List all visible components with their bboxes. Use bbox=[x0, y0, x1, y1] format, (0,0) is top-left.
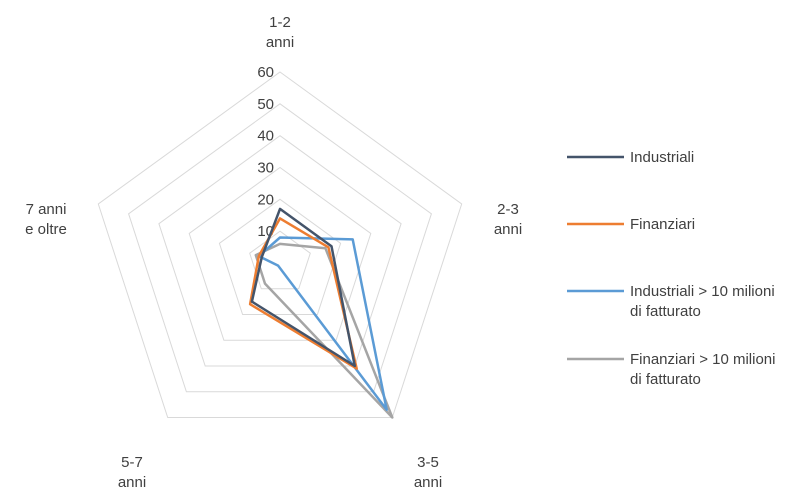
legend-label-3: Finanziari > 10 milioni di fatturato bbox=[630, 351, 775, 388]
tick-label: 20 bbox=[257, 191, 274, 208]
series-line-1 bbox=[248, 217, 358, 370]
series-line-2 bbox=[257, 236, 388, 412]
legend-label-1: Finanziari bbox=[630, 216, 695, 233]
category-label-3: 5-7 anni bbox=[118, 454, 146, 491]
legend-label-2: Industriali > 10 milioni di fatturato bbox=[630, 283, 775, 320]
legend-label-0: Industriali bbox=[630, 149, 694, 166]
category-label-2: 3-5 anni bbox=[414, 454, 442, 491]
radar-grid bbox=[97, 71, 463, 418]
grid-ring-5 bbox=[97, 71, 463, 418]
tick-label: 50 bbox=[257, 96, 274, 113]
category-label-1: 2-3 anni bbox=[494, 201, 522, 238]
series-layer bbox=[248, 207, 394, 419]
series-line-0 bbox=[250, 207, 357, 368]
category-label-0: 1-2 anni bbox=[266, 14, 294, 51]
grid-ring-3 bbox=[158, 135, 402, 367]
tick-label: 30 bbox=[257, 160, 274, 177]
tick-label: 40 bbox=[257, 128, 274, 145]
grid-ring-0 bbox=[249, 230, 311, 290]
legend: Industriali Finanziari Industriali > 10 mi… bbox=[567, 149, 775, 388]
category-labels: 1-2 anni 2-3 anni 3-5 anni 5-7 anni 7 anni e oltr… bbox=[25, 14, 522, 491]
category-label-4: 7 anni e oltre bbox=[25, 201, 67, 238]
grid-ring-1 bbox=[218, 198, 342, 315]
tick-label: 60 bbox=[257, 64, 274, 81]
grid-ring-4 bbox=[128, 103, 432, 393]
grid-ring-2 bbox=[188, 166, 372, 341]
